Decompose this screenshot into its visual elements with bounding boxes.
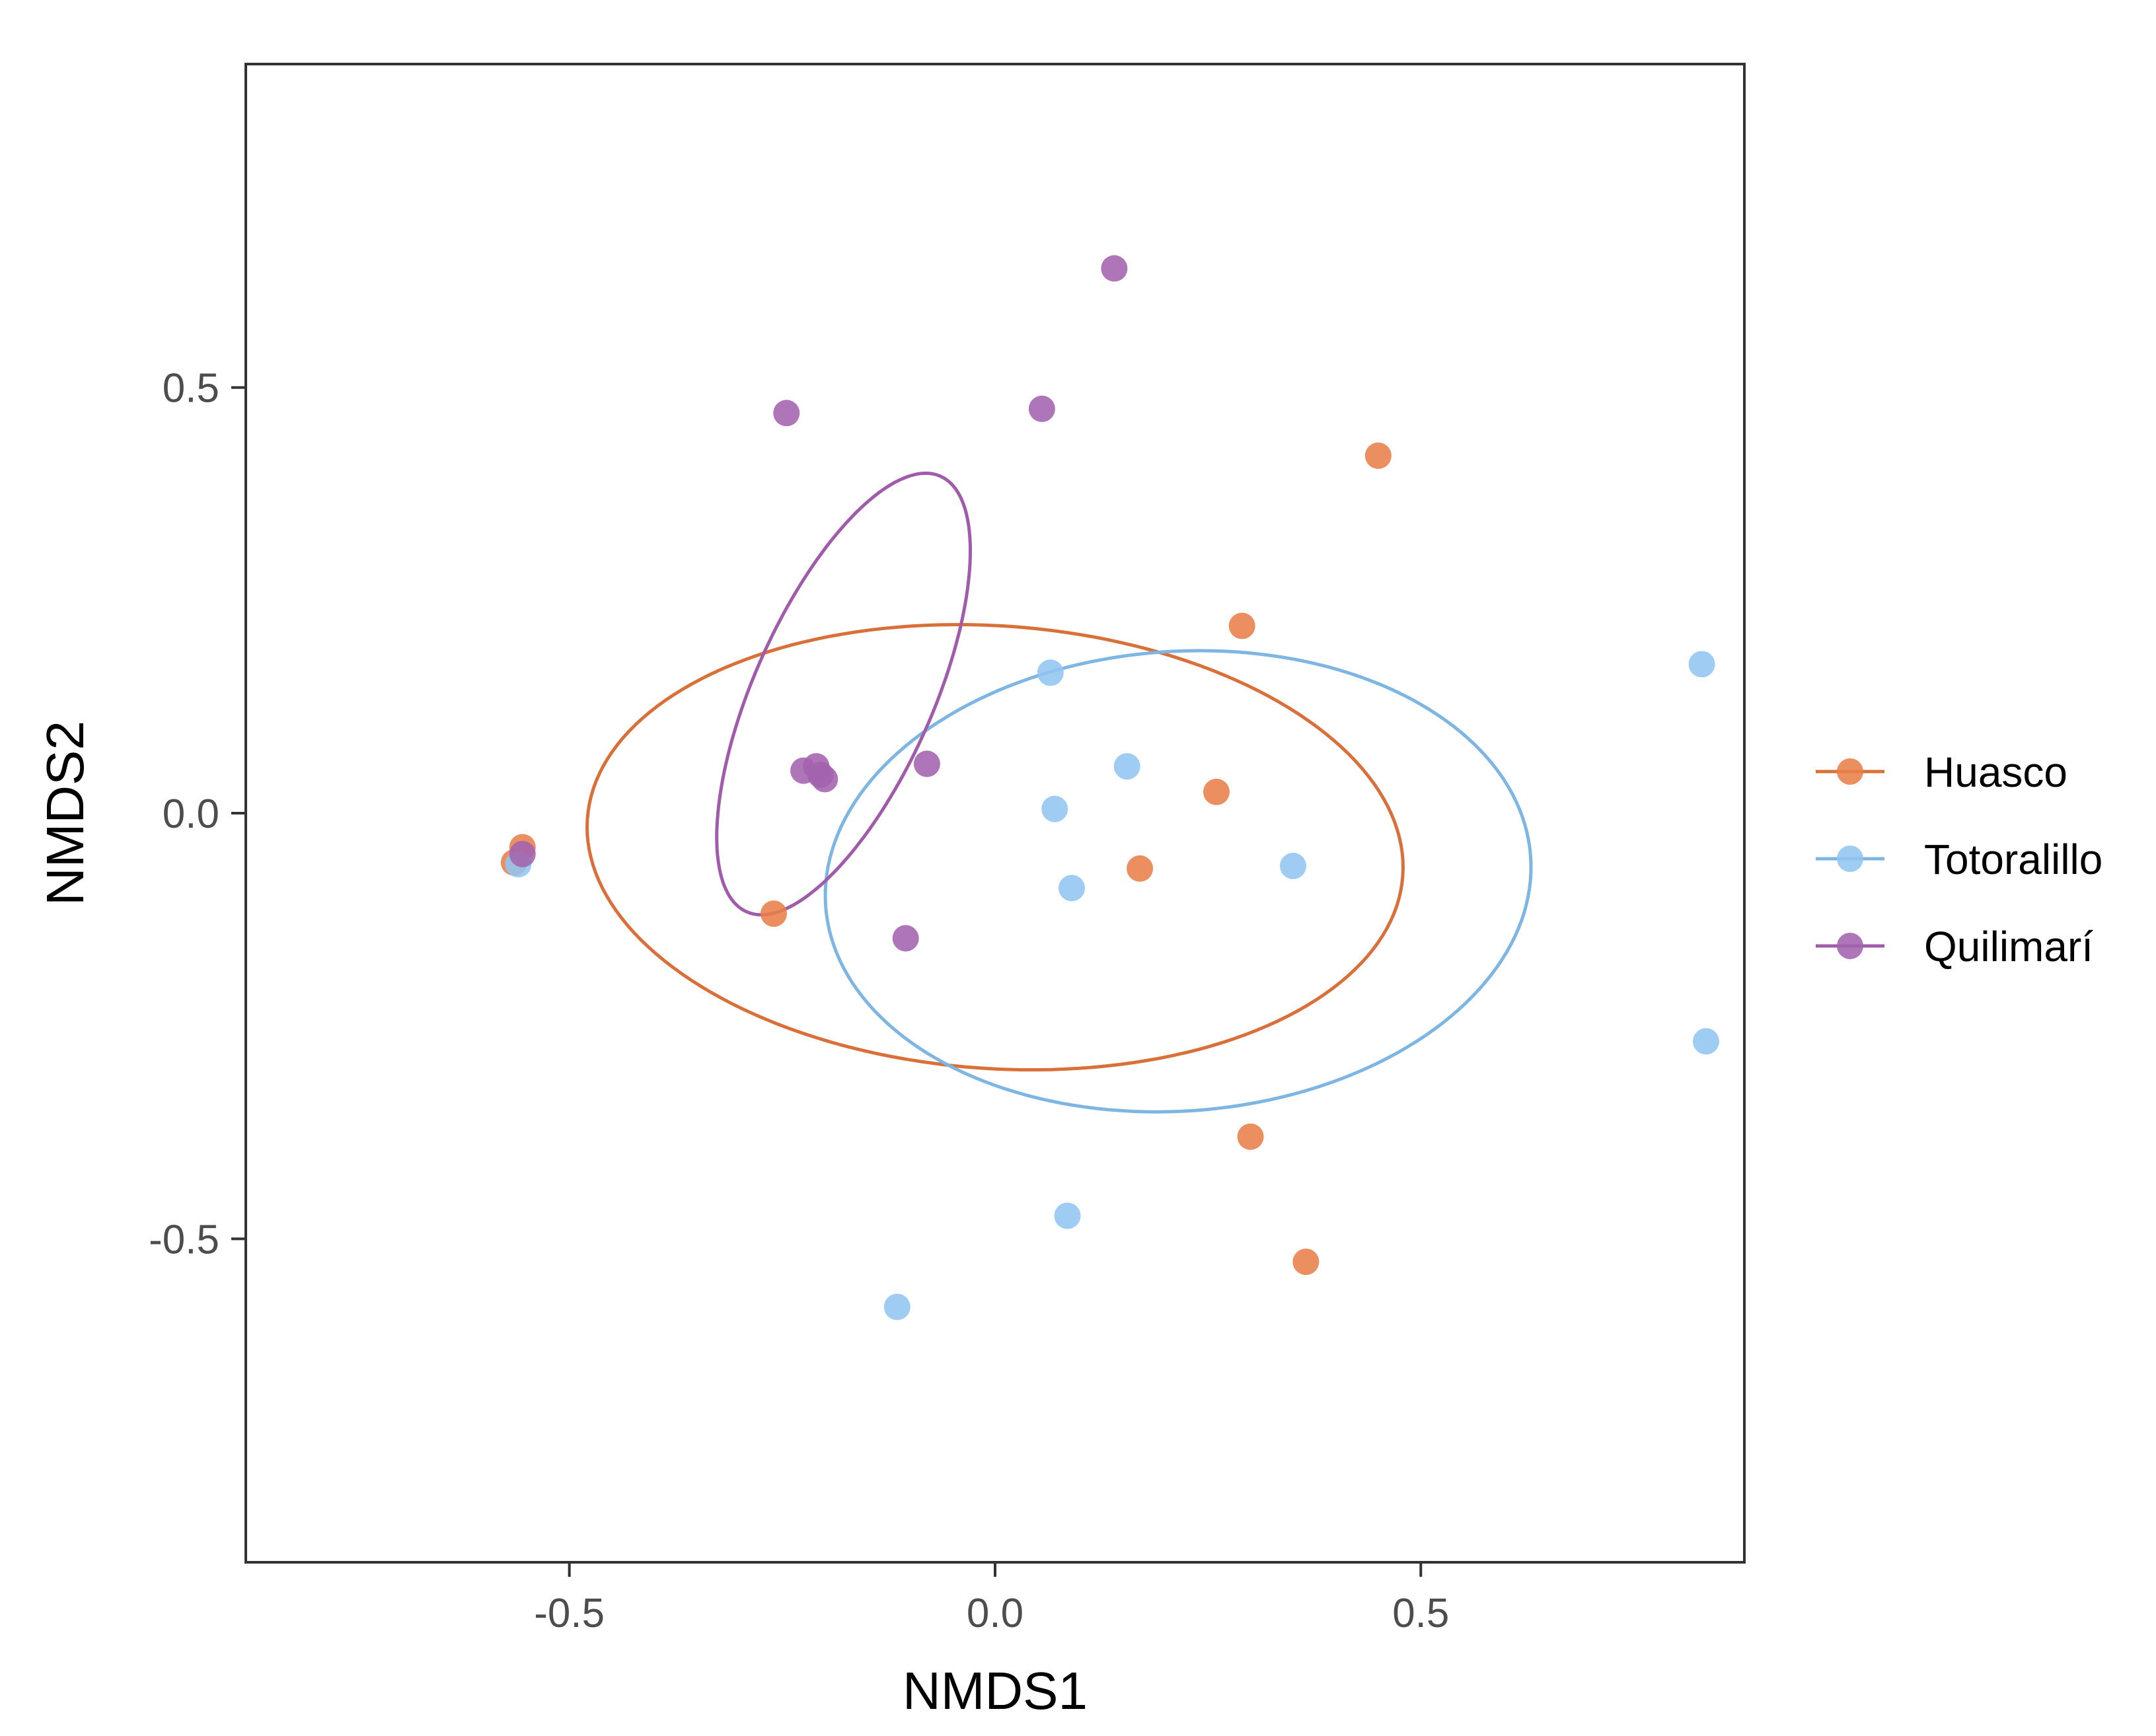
point-huasco [1203, 778, 1230, 805]
y-axis-title: NMDS2 [36, 721, 94, 906]
x-axis: -0.5 0.0 0.5 [534, 1562, 1449, 1636]
point-totoralillo [1037, 659, 1064, 686]
legend-label-huasco: Huasco [1924, 748, 2067, 796]
point-totoralillo [883, 1293, 911, 1320]
point-totoralillo [1693, 1028, 1719, 1055]
x-tick-label: 0.5 [1392, 1591, 1449, 1636]
x-tick-label: -0.5 [534, 1591, 605, 1636]
point-huasco [1228, 612, 1255, 639]
confidence-ellipses [585, 471, 1533, 1114]
point-quilimari [892, 925, 919, 952]
legend-label-totoralillo: Totoralillo [1924, 836, 2102, 883]
y-tick-label: 0.5 [163, 366, 219, 412]
point-totoralillo [1280, 852, 1306, 879]
point-huasco [1127, 855, 1154, 882]
legend-label-quilimari: Quilimarí [1924, 923, 2093, 970]
ellipse-totoralillo [823, 649, 1533, 1114]
y-tick-label: 0.0 [163, 791, 219, 837]
y-axis: -0.5 0.0 0.5 [149, 366, 246, 1262]
legend-key-point [1837, 933, 1863, 959]
point-totoralillo [1688, 651, 1715, 678]
ellipse-huasco [585, 623, 1405, 1071]
point-quilimari [913, 750, 940, 778]
point-quilimari [811, 766, 838, 793]
point-huasco [1364, 442, 1392, 469]
point-huasco [761, 900, 787, 927]
point-totoralillo [1059, 875, 1085, 902]
point-totoralillo [1113, 753, 1140, 780]
y-tick-label: -0.5 [149, 1217, 219, 1262]
ellipse-quilimari [715, 471, 973, 917]
legend: Huasco Totoralillo Quilimarí [1816, 748, 2102, 970]
x-tick-label: 0.0 [967, 1591, 1023, 1636]
x-axis-title: NMDS1 [903, 1661, 1088, 1720]
legend-key-point [1837, 846, 1863, 872]
legend-key-point [1837, 758, 1863, 785]
point-quilimari [1101, 255, 1128, 282]
point-huasco [1292, 1248, 1320, 1276]
point-huasco [1237, 1123, 1264, 1150]
point-totoralillo [1041, 795, 1068, 822]
data-points [500, 255, 1719, 1320]
point-quilimari [1028, 395, 1055, 422]
point-quilimari [773, 400, 800, 427]
plot-panel [244, 63, 1746, 1564]
point-quilimari [509, 840, 536, 867]
point-totoralillo [1054, 1202, 1081, 1229]
